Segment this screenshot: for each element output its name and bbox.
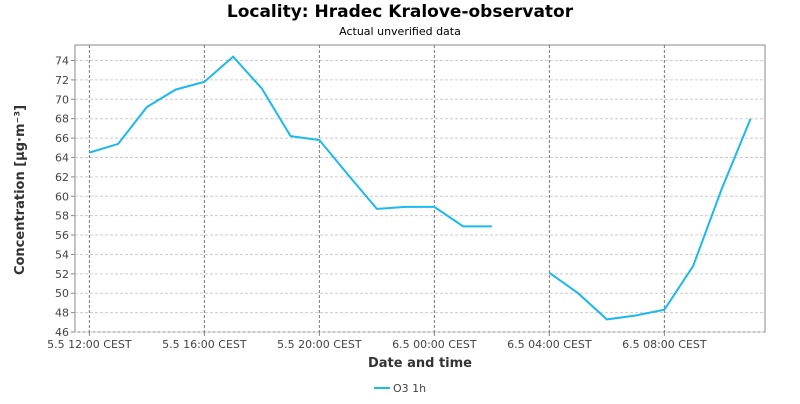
legend-label: O3 1h [393, 382, 426, 395]
data-line [548, 118, 752, 321]
chart-subtitle: Actual unverified data [339, 25, 461, 38]
chart-title: Locality: Hradec Kralove-observator [227, 2, 574, 22]
y-tick-label: 58 [55, 210, 69, 223]
x-tick-label: 5.5 16:00 CEST [162, 338, 247, 351]
y-tick-label: 66 [55, 132, 69, 145]
y-tick-label: 68 [55, 113, 69, 126]
y-tick-label: 50 [55, 287, 69, 300]
x-axis-label: Date and time [368, 356, 472, 371]
y-tick-label: 60 [55, 190, 69, 203]
y-tick-label: 72 [55, 74, 69, 87]
y-tick-label: 48 [55, 307, 69, 320]
y-tick-label: 52 [55, 268, 69, 281]
y-tick-label: 56 [55, 229, 69, 242]
y-tick-label: 64 [55, 151, 69, 164]
y-tick-label: 46 [55, 326, 69, 339]
data-line [89, 55, 492, 228]
plot-area [74, 44, 766, 333]
x-tick-label: 5.5 12:00 CEST [47, 338, 132, 351]
y-tick-label: 74 [55, 55, 69, 68]
x-tick-label: 6.5 08:00 CEST [622, 338, 707, 351]
x-tick-label: 6.5 04:00 CEST [507, 338, 592, 351]
x-tick-label: 6.5 00:00 CEST [392, 338, 477, 351]
y-axis-label: Concentration [µg·m⁻³] [13, 105, 28, 275]
y-tick-label: 62 [55, 171, 69, 184]
x-tick-label: 5.5 20:00 CEST [277, 338, 362, 351]
y-tick-label: 70 [55, 93, 69, 106]
y-tick-label: 54 [55, 248, 69, 261]
